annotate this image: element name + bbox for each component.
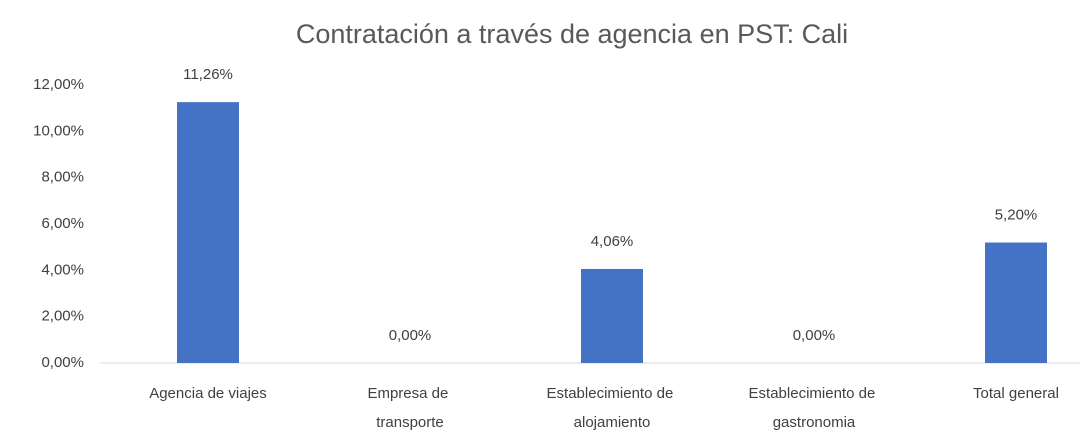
x-tick-label: Establecimiento de alojamiento bbox=[547, 385, 678, 431]
bar bbox=[581, 268, 643, 363]
y-tick-label: 4,00% bbox=[41, 261, 84, 278]
y-tick-label: 6,00% bbox=[41, 215, 84, 232]
y-tick-label: 8,00% bbox=[41, 169, 84, 186]
data-label: 0,00% bbox=[389, 327, 432, 344]
y-tick-label: 2,00% bbox=[41, 308, 84, 325]
y-tick-label: 10,00% bbox=[33, 122, 84, 139]
bar bbox=[177, 102, 239, 363]
data-label: 11,26% bbox=[183, 66, 233, 83]
data-label: 0,00% bbox=[793, 327, 836, 344]
x-tick-label: Total general bbox=[973, 385, 1059, 402]
chart-title: Contratación a través de agencia en PST:… bbox=[296, 19, 848, 49]
y-tick-label: 12,00% bbox=[33, 76, 84, 93]
data-label: 4,06% bbox=[591, 233, 634, 250]
x-tick-label: Empresa de transporte bbox=[367, 385, 452, 431]
x-tick-label: Agencia de viajes bbox=[149, 385, 267, 402]
bar bbox=[985, 242, 1047, 363]
data-label: 5,20% bbox=[995, 207, 1038, 224]
x-tick-label: Establecimiento de gastronomia bbox=[749, 385, 880, 431]
y-tick-label: 0,00% bbox=[41, 354, 84, 371]
